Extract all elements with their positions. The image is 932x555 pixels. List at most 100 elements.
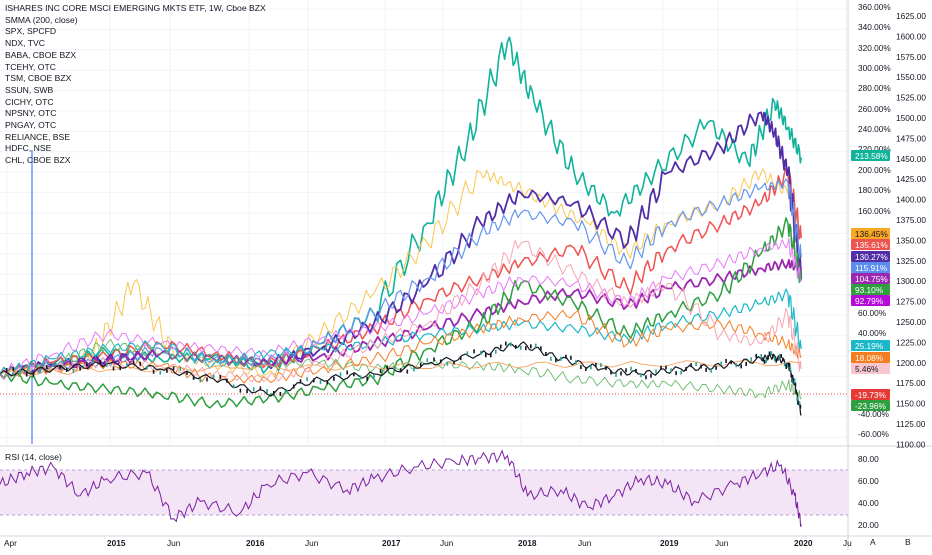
candle	[500, 344, 502, 349]
candle	[620, 371, 622, 376]
candle	[226, 378, 228, 383]
candle	[550, 356, 552, 361]
candle	[790, 373, 792, 378]
rsi-tick-label: 60.00	[858, 476, 879, 486]
badge-label: -23.96%	[855, 401, 887, 411]
candle	[580, 365, 582, 370]
auto-scale-button[interactable]: A	[870, 537, 876, 547]
time-tick-label: 2016	[246, 538, 265, 548]
candle	[446, 361, 449, 366]
legend-item: TCEHY, OTC	[5, 61, 56, 72]
candle	[565, 354, 567, 359]
legend-item: CHL, CBOE BZX	[5, 155, 71, 166]
price-tick-label: 1225.00	[896, 337, 926, 347]
price-tick-label: 1125.00	[896, 419, 926, 429]
candle	[796, 396, 798, 401]
candle	[99, 359, 101, 364]
candle	[399, 368, 402, 373]
percent-tick-label: 280.00%	[858, 83, 891, 93]
candle	[695, 362, 697, 366]
series-line	[0, 217, 803, 409]
last-value-badge: 104.75%	[851, 273, 890, 284]
legend-item: NPSNY, OTC	[5, 108, 57, 119]
candle	[166, 368, 168, 373]
percent-tick-label: 320.00%	[858, 43, 891, 53]
percent-tick-label: 260.00%	[858, 104, 891, 114]
candle	[690, 363, 692, 368]
badge-label: 213.58%	[855, 151, 888, 161]
candle	[773, 357, 776, 362]
price-tick-label: 1500.00	[896, 113, 926, 123]
time-tick-label: Jun	[715, 538, 729, 548]
last-value-badge: 135.61%	[851, 239, 890, 250]
candle	[660, 365, 662, 370]
candle	[246, 389, 248, 394]
candle	[346, 370, 348, 375]
candle	[152, 369, 155, 374]
candle	[139, 361, 141, 366]
candle	[555, 358, 557, 363]
candle	[615, 372, 617, 377]
percent-tick-label: 180.00%	[858, 185, 891, 195]
last-value-badge: -19.73%	[851, 389, 890, 400]
candle	[787, 362, 790, 367]
candle	[106, 363, 108, 368]
candle	[79, 366, 81, 371]
badge-label: 92.79%	[855, 296, 884, 306]
percent-tick-label: 360.00%	[858, 2, 891, 12]
price-tick-label: 1150.00	[896, 399, 926, 409]
candle	[770, 351, 772, 356]
candle	[5, 368, 8, 372]
candle	[326, 380, 328, 385]
candle	[595, 363, 597, 367]
candle	[777, 356, 779, 361]
candle	[720, 361, 722, 366]
candle	[146, 365, 148, 370]
candle	[670, 368, 672, 373]
candle	[459, 356, 462, 361]
candle	[259, 386, 262, 391]
candle	[92, 359, 95, 364]
candle	[605, 366, 607, 371]
candle	[775, 358, 777, 363]
last-value-badge: 5.46%	[851, 363, 890, 374]
candle	[715, 365, 717, 370]
percent-tick-label: 240.00%	[858, 124, 891, 134]
time-tick-label: 2017	[382, 538, 401, 548]
candle	[520, 345, 522, 350]
candle	[86, 362, 88, 367]
series-line	[0, 168, 802, 379]
candle	[45, 365, 48, 369]
rsi-title: RSI (14, close)	[5, 452, 62, 462]
price-tick-label: 1325.00	[896, 256, 926, 266]
candle	[788, 363, 791, 367]
candle	[186, 370, 188, 375]
last-value-badge: 130.27%	[851, 251, 890, 262]
candle	[206, 377, 208, 382]
legend-item: HDFC, NSE	[5, 143, 52, 154]
last-value-badge: 25.19%	[851, 340, 890, 351]
b-button[interactable]: B	[905, 537, 911, 547]
candle	[545, 352, 547, 356]
time-tick-label: 2018	[518, 538, 537, 548]
candle	[426, 358, 429, 363]
candle	[510, 342, 512, 347]
series-line	[0, 237, 802, 380]
candle	[625, 368, 627, 373]
badge-label: 25.19%	[855, 341, 884, 351]
candle	[560, 356, 562, 361]
price-tick-label: 1425.00	[896, 174, 926, 184]
candle	[530, 344, 532, 349]
candle	[760, 354, 762, 358]
candle	[710, 368, 712, 373]
price-tick-label: 1100.00	[896, 439, 926, 449]
candle	[680, 370, 682, 375]
last-value-badge: 92.79%	[851, 295, 890, 306]
candle	[393, 365, 395, 370]
last-value-badge: -23.96%	[851, 400, 890, 411]
candle	[480, 350, 482, 355]
badge-label: 136.45%	[855, 229, 888, 239]
last-value-badge: 18.08%	[851, 352, 890, 363]
